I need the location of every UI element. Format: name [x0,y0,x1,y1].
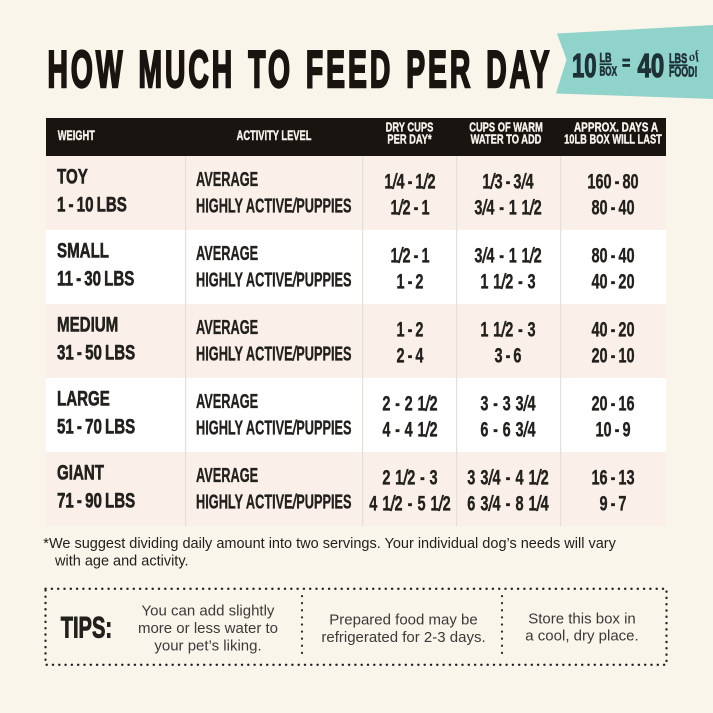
svg-text:80 - 40: 80 - 40 [591,243,634,268]
svg-text:51 - 70 LBS: 51 - 70 LBS [57,414,135,438]
svg-text:2 - 2 1/2: 2 - 2 1/2 [382,391,437,416]
svg-text:10LB BOX WILL LAST: 10LB BOX WILL LAST [564,133,662,147]
svg-text:11 - 30 LBS: 11 - 30 LBS [57,266,134,290]
svg-text:AVERAGE: AVERAGE [196,241,258,265]
svg-text:1 - 10 LBS: 1 - 10 LBS [57,192,127,216]
svg-text:FOOD!: FOOD! [669,63,697,80]
svg-text:10: 10 [572,48,597,84]
svg-text:with age and activity.: with age and activity. [54,554,189,570]
svg-text:3/4 - 1 1/2: 3/4 - 1 1/2 [474,194,541,219]
svg-text:9 - 7: 9 - 7 [599,490,626,515]
svg-text:LARGE: LARGE [57,386,110,410]
svg-text:refrigerated for 2-3 days.: refrigerated for 2-3 days. [321,629,485,646]
svg-text:HOW MUCH TO FEED PER DAY: HOW MUCH TO FEED PER DAY [48,40,553,98]
svg-text:20 - 10: 20 - 10 [591,342,634,367]
svg-text:HIGHLY ACTIVE/PUPPIES: HIGHLY ACTIVE/PUPPIES [196,267,352,291]
svg-text:1 1/2 - 3: 1 1/2 - 3 [480,317,535,342]
svg-text:PER DAY*: PER DAY* [387,133,432,147]
svg-text:more or less water to: more or less water to [138,620,278,637]
svg-text:*We suggest dividing daily amo: *We suggest dividing daily amount into t… [43,536,616,552]
svg-text:80 - 40: 80 - 40 [591,194,634,219]
svg-text:DRY CUPS: DRY CUPS [386,121,434,135]
svg-text:71 - 90 LBS: 71 - 90 LBS [57,488,135,512]
svg-text:AVERAGE: AVERAGE [196,389,258,413]
svg-text:GIANT: GIANT [57,460,104,484]
svg-text:1/2 - 1: 1/2 - 1 [390,194,429,219]
svg-text:4 1/2 - 5 1/2: 4 1/2 - 5 1/2 [369,490,450,515]
svg-text:4 - 4 1/2: 4 - 4 1/2 [382,416,437,441]
svg-text:HIGHLY ACTIVE/PUPPIES: HIGHLY ACTIVE/PUPPIES [196,193,352,217]
svg-text:BOX: BOX [600,65,618,79]
svg-text:2 - 4: 2 - 4 [396,342,424,367]
svg-text:your pet’s liking.: your pet’s liking. [154,638,261,655]
svg-text:6 - 6 3/4: 6 - 6 3/4 [480,416,536,441]
svg-text:1 - 2: 1 - 2 [396,317,423,342]
svg-text:Prepared food may be: Prepared food may be [329,612,477,629]
svg-text:LBS: LBS [669,50,687,67]
svg-text:CUPS OF WARM: CUPS OF WARM [469,121,543,135]
svg-text:a cool, dry place.: a cool, dry place. [525,628,638,645]
svg-text:MEDIUM: MEDIUM [57,312,118,336]
svg-text:20 - 16: 20 - 16 [591,391,634,416]
svg-text:HIGHLY ACTIVE/PUPPIES: HIGHLY ACTIVE/PUPPIES [196,415,352,439]
svg-text:16 - 13: 16 - 13 [591,465,634,490]
svg-text:160 - 80: 160 - 80 [587,169,638,194]
svg-text:40: 40 [638,48,665,85]
svg-text:3 3/4 - 4 1/2: 3 3/4 - 4 1/2 [467,465,548,490]
svg-text:=: = [622,53,630,74]
svg-text:You can add slightly: You can add slightly [142,602,275,619]
svg-text:2 1/2 - 3: 2 1/2 - 3 [382,465,437,490]
svg-text:SMALL: SMALL [57,238,109,262]
svg-text:1 - 2: 1 - 2 [396,268,423,293]
svg-text:3 - 3 3/4: 3 - 3 3/4 [480,391,536,416]
svg-text:1/3 - 3/4: 1/3 - 3/4 [482,169,534,194]
svg-text:APPROX. DAYS A: APPROX. DAYS A [574,122,658,135]
svg-text:AVERAGE: AVERAGE [196,167,258,191]
svg-text:3 - 6: 3 - 6 [494,342,521,367]
svg-text:3/4 - 1 1/2: 3/4 - 1 1/2 [474,243,541,268]
svg-text:WATER TO ADD: WATER TO ADD [471,133,542,147]
svg-text:1 1/2 - 3: 1 1/2 - 3 [480,268,535,293]
svg-text:LB: LB [600,52,612,66]
svg-text:31 - 50 LBS: 31 - 50 LBS [57,340,135,364]
svg-text:1/2 - 1: 1/2 - 1 [390,243,429,268]
svg-text:1/4 - 1/2: 1/4 - 1/2 [384,169,435,194]
svg-text:40 - 20: 40 - 20 [591,268,634,293]
svg-text:ACTIVITY LEVEL: ACTIVITY LEVEL [237,129,312,144]
svg-text:WEIGHT: WEIGHT [58,129,96,144]
svg-text:TOY: TOY [57,164,88,188]
svg-text:AVERAGE: AVERAGE [196,315,258,339]
svg-text:TIPS:: TIPS: [61,611,112,644]
svg-text:10 - 9: 10 - 9 [595,416,630,441]
svg-text:Store this box in: Store this box in [528,610,636,627]
svg-text:HIGHLY ACTIVE/PUPPIES: HIGHLY ACTIVE/PUPPIES [196,341,352,365]
svg-text:6 3/4 - 8 1/4: 6 3/4 - 8 1/4 [467,490,549,515]
svg-text:HIGHLY ACTIVE/PUPPIES: HIGHLY ACTIVE/PUPPIES [196,489,352,513]
svg-text:40 - 20: 40 - 20 [591,317,634,342]
svg-text:AVERAGE: AVERAGE [196,463,258,487]
